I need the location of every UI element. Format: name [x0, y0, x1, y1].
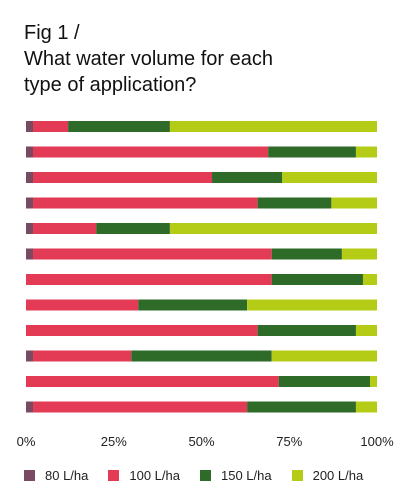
legend-swatch-80	[24, 470, 35, 481]
bar-segment-200-l-ha	[271, 350, 377, 362]
bar-segment-200-l-ha	[355, 325, 377, 336]
legend-item-100: 100 L/ha	[108, 468, 180, 483]
chart-title-line-2: What water volume for each	[24, 48, 273, 70]
bar-segment-150-l-ha	[138, 299, 248, 311]
x-tick-label: 75%	[276, 434, 302, 449]
chart-title-line-3: type of application?	[24, 74, 197, 96]
bar-row	[26, 197, 377, 209]
legend-label-200: 200 L/ha	[312, 468, 364, 483]
bar-row	[26, 401, 377, 413]
legend-swatch-200	[291, 470, 303, 481]
bar-segment-100-l-ha	[26, 299, 139, 311]
bar-segment-80-l-ha	[26, 401, 34, 413]
bar-segment-150-l-ha	[268, 146, 356, 158]
bar-segment-150-l-ha	[257, 325, 356, 336]
bar-segment-100-l-ha	[33, 146, 269, 158]
bar-row	[26, 350, 377, 362]
legend-item-150: 150 L/ha	[199, 468, 272, 483]
legend-item-200: 200 L/ha	[291, 468, 364, 483]
bar-segment-80-l-ha	[26, 223, 34, 234]
legend-label-150: 150 L/ha	[220, 468, 272, 483]
bar-segment-150-l-ha	[257, 197, 332, 209]
x-tick-label: 0%	[17, 434, 36, 449]
bar-segment-80-l-ha	[26, 121, 34, 132]
chart-title: Fig 1 / What water volume for each type …	[24, 20, 273, 98]
bar-row	[26, 223, 377, 234]
bar-segment-100-l-ha	[33, 172, 213, 183]
x-tick-label: 50%	[188, 434, 214, 449]
chart-legend: 80 L/ha 100 L/ha 150 L/ha 200 L/ha	[24, 468, 383, 483]
bar-segment-100-l-ha	[33, 401, 248, 413]
bar-segment-150-l-ha	[96, 223, 170, 234]
bar-segment-100-l-ha	[33, 248, 272, 260]
bar-segment-200-l-ha	[355, 146, 377, 158]
x-tick-label: 25%	[101, 434, 127, 449]
bar-row	[26, 274, 377, 285]
legend-label-100: 100 L/ha	[129, 468, 180, 483]
bar-segment-100-l-ha	[33, 121, 69, 132]
bar-segment-80-l-ha	[26, 146, 34, 158]
bar-segment-80-l-ha	[26, 248, 34, 260]
bar-segment-100-l-ha	[33, 350, 132, 362]
bar-segment-100-l-ha	[26, 325, 258, 336]
bar-row	[26, 146, 377, 158]
bar-row	[26, 299, 377, 311]
bar-segment-150-l-ha	[247, 401, 356, 413]
bar-segment-150-l-ha	[278, 376, 370, 387]
bar-segment-200-l-ha	[331, 197, 377, 209]
bar-segment-80-l-ha	[26, 197, 34, 209]
bar-segment-100-l-ha	[26, 274, 272, 285]
bar-row	[26, 325, 377, 336]
legend-item-80: 80 L/ha	[24, 468, 88, 483]
bar-segment-150-l-ha	[271, 248, 342, 260]
bar-segment-200-l-ha	[282, 172, 377, 183]
bar-segment-150-l-ha	[68, 121, 170, 132]
bar-segment-100-l-ha	[33, 223, 97, 234]
bar-segment-200-l-ha	[169, 223, 377, 234]
bar-segment-80-l-ha	[26, 350, 34, 362]
bar-segment-200-l-ha	[341, 248, 377, 260]
x-tick-label: 100%	[360, 434, 394, 449]
bar-segment-100-l-ha	[33, 197, 258, 209]
bar-row	[26, 172, 377, 183]
bar-segment-200-l-ha	[362, 274, 377, 285]
bar-row	[26, 248, 377, 260]
bar-row	[26, 376, 377, 387]
legend-swatch-100	[108, 470, 120, 481]
bar-segment-200-l-ha	[369, 376, 377, 387]
legend-swatch-150	[199, 470, 211, 481]
bar-segment-200-l-ha	[247, 299, 377, 311]
bar-segment-200-l-ha	[355, 401, 377, 413]
bar-segment-150-l-ha	[212, 172, 283, 183]
chart-title-line-1: Fig 1 /	[24, 22, 80, 44]
bar-row	[26, 121, 377, 132]
bar-segment-150-l-ha	[131, 350, 272, 362]
bar-segment-200-l-ha	[169, 121, 377, 132]
bar-segment-100-l-ha	[26, 376, 279, 387]
legend-label-80: 80 L/ha	[45, 468, 89, 483]
bar-segment-80-l-ha	[26, 172, 34, 183]
bar-segment-150-l-ha	[271, 274, 363, 285]
